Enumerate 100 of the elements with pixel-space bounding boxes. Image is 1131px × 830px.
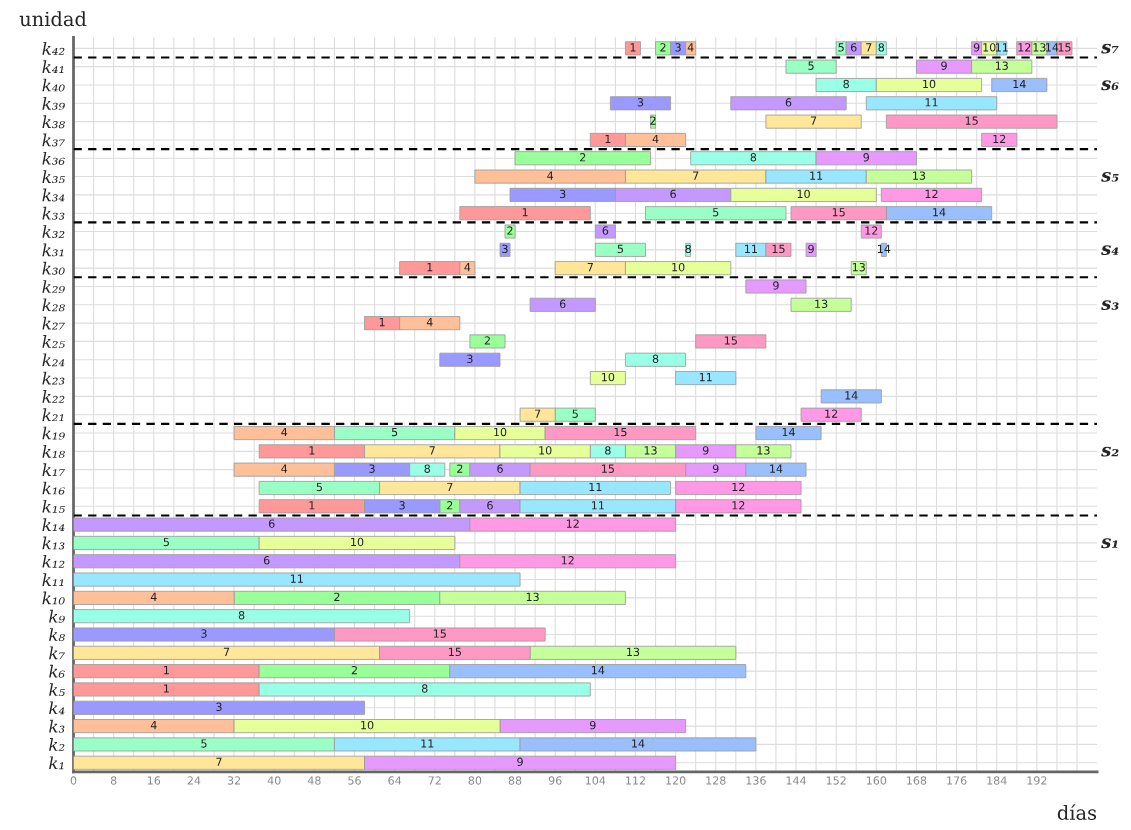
text: s₇ [1101, 43, 1119, 54]
text: 13 [913, 171, 926, 180]
y-tick-label: k₁ [49, 756, 64, 770]
text: 10 [494, 427, 507, 437]
bar [504, 224, 516, 239]
bar [594, 224, 616, 239]
text: 5 [391, 427, 398, 437]
text: 12 [925, 189, 938, 198]
text: 7 [810, 116, 817, 125]
y-tick-label: k₃₂ [42, 225, 65, 239]
y-tick-label: k₁₂ [42, 554, 65, 568]
text: 7 [535, 409, 541, 418]
text: 15 [965, 116, 978, 125]
text: 12 [732, 501, 745, 510]
text: 2 [351, 665, 357, 675]
bar [469, 334, 506, 349]
y-tick-label: k₁₉ [42, 426, 65, 440]
y-tick-label: k₃₉ [42, 96, 65, 110]
y-tick-label: k₇ [49, 646, 65, 660]
text: 9 [712, 464, 719, 473]
text: 13 [1033, 43, 1046, 52]
series-label: 5 [163, 537, 169, 547]
y-tick-label: k₁₈ [42, 445, 65, 458]
text: 10 [797, 189, 810, 199]
text: 13 [815, 299, 828, 309]
text: 10 [361, 720, 374, 730]
text: 1 [309, 446, 315, 455]
series-label: 14 [1046, 43, 1059, 52]
bar [865, 96, 998, 111]
series-label: 10 [983, 43, 996, 52]
text: 15 [433, 629, 446, 638]
text: 2 [334, 592, 340, 601]
text: 6 [497, 464, 503, 473]
text: 3 [399, 501, 405, 510]
y-tick-label: k₁₀ [42, 591, 65, 605]
y-tick-label: k₃₄ [42, 188, 65, 202]
text: 12 [561, 556, 574, 565]
bar [514, 151, 651, 166]
text: 10 [602, 372, 615, 382]
y-tick-label: k₂ [49, 738, 65, 751]
text: 4 [547, 171, 554, 180]
text: 5 [617, 244, 623, 254]
y-tick-label: k₃₀ [42, 261, 65, 275]
text: 8 [605, 446, 611, 455]
text: 6 [850, 43, 857, 52]
text: 9 [517, 757, 523, 766]
text: 6 [268, 519, 275, 528]
text: 10 [351, 537, 364, 547]
text: 3 [369, 464, 375, 473]
bar [785, 59, 837, 74]
text: 5 [713, 208, 719, 217]
bar [73, 609, 411, 624]
y-tick-label: k₁₅ [42, 499, 65, 513]
x-tick-label: 72 [428, 776, 441, 785]
x-tick-label: 112 [626, 776, 645, 785]
text: 12 [1018, 43, 1031, 52]
bar [755, 426, 822, 441]
text: 2 [660, 43, 666, 52]
text: 8 [421, 684, 428, 693]
text: 1 [427, 263, 433, 272]
text: 4 [426, 318, 433, 327]
text: 12 [566, 519, 579, 528]
text: 7 [866, 43, 872, 52]
y-tick-label: k₁₃ [42, 536, 65, 550]
y-tick-label: k₄₁ [42, 60, 64, 74]
x-tick-label: 24 [187, 776, 201, 785]
x-tick-label: 176 [947, 776, 967, 785]
y-tick-label: k₂₄ [42, 353, 65, 367]
text: 15 [448, 647, 461, 657]
series-label: 11 [995, 43, 1008, 52]
x-tick-label: 144 [786, 776, 806, 785]
text: 11 [589, 482, 602, 492]
x-tick-label: 104 [585, 776, 606, 785]
bar [439, 352, 501, 367]
text: 1 [605, 134, 611, 143]
text: 4 [464, 263, 471, 272]
bar [745, 279, 807, 294]
text: 8 [878, 43, 885, 52]
x-tick-label: 160 [866, 776, 887, 785]
text: 10 [539, 446, 552, 455]
series-label: 3 [675, 43, 681, 52]
x-axis-title: días [1057, 804, 1097, 821]
bar [675, 480, 802, 495]
text: 11 [745, 244, 757, 253]
text: 4 [150, 721, 157, 730]
text: 1 [522, 208, 528, 217]
text: 14 [877, 244, 891, 253]
text: 8 [652, 354, 659, 363]
y-tick-label: k₄₂ [42, 42, 65, 55]
y-tick-label: k₂₅ [42, 335, 65, 348]
text: 9 [941, 61, 947, 70]
text: 9 [808, 244, 814, 254]
x-tick-label: 40 [267, 776, 281, 785]
text: 13 [995, 61, 1008, 70]
text: 5 [808, 61, 814, 70]
y-tick-label: k₂₇ [42, 316, 65, 330]
y-tick-label: k₃₆ [42, 151, 65, 165]
text: 14 [1013, 79, 1026, 89]
text: 8 [238, 611, 245, 620]
y-tick-label: k₈ [49, 628, 65, 642]
